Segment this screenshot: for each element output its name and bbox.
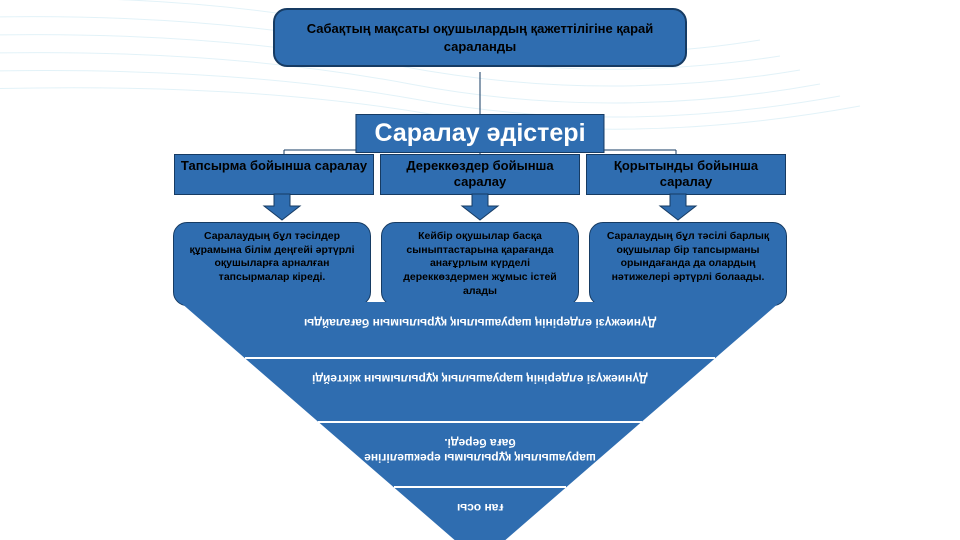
category-label: Тапсырма бойынша саралау (181, 158, 367, 173)
down-arrow-icon (458, 192, 502, 222)
methods-header: Саралау әдістері (355, 114, 604, 153)
pyramid-layer-3: шаруашылық құрылымы ерекшелігіне баға бе… (350, 432, 610, 468)
arrow-row (186, 192, 774, 222)
down-arrow-icon (260, 192, 304, 222)
description-text: Кейбір оқушылар басқа сыныптастарына қар… (403, 230, 557, 297)
category-box-2: Дереккөздер бойынша саралау (380, 154, 580, 195)
description-box-2: Кейбір оқушылар басқа сыныптастарына қар… (381, 222, 579, 306)
category-box-3: Қорытынды бойынша саралау (586, 154, 786, 195)
description-box-1: Саралаудың бұл тәсілдер құрамына білім д… (173, 222, 371, 306)
description-text: Саралаудың бұл тәсілі барлық оқушылар бі… (607, 230, 769, 283)
category-label: Қорытынды бойынша саралау (614, 158, 758, 189)
pyramid-layer-1: Дүниежүзі елдерінің шаруашылық құрылымын… (220, 312, 740, 333)
category-row: Тапсырма бойынша саралау Дереккөздер бой… (174, 154, 786, 195)
pyramid-text: Дүниежүзі елдерінің шаруашылық құрылымын… (304, 315, 656, 330)
pyramid-text: шаруашылық құрылымы ерекшелігіне баға бе… (350, 435, 610, 465)
pyramid-layer-4: ған осы (410, 497, 550, 518)
lesson-goal-box: Сабақтың мақсаты оқушылардың қажеттілігі… (273, 8, 687, 67)
description-box-3: Саралаудың бұл тәсілі барлық оқушылар бі… (589, 222, 787, 306)
pyramid-text: ған осы (457, 500, 503, 515)
methods-header-text: Саралау әдістері (374, 119, 585, 147)
pyramid-layer-2: Дүниежүзі елдерінің шаруашылық құрылымын… (300, 368, 660, 389)
description-text: Саралаудың бұл тәсілдер құрамына білім д… (189, 230, 354, 283)
lesson-goal-text: Сабақтың мақсаты оқушылардың қажеттілігі… (307, 21, 654, 54)
inverted-pyramid: Дүниежүзі елдерінің шаруашылық құрылымын… (180, 302, 780, 540)
down-arrow-icon (656, 192, 700, 222)
category-box-1: Тапсырма бойынша саралау (174, 154, 374, 195)
category-label: Дереккөздер бойынша саралау (406, 158, 553, 189)
description-row: Саралаудың бұл тәсілдер құрамына білім д… (173, 222, 787, 306)
pyramid-text: Дүниежүзі елдерінің шаруашылық құрылымын… (312, 371, 648, 386)
